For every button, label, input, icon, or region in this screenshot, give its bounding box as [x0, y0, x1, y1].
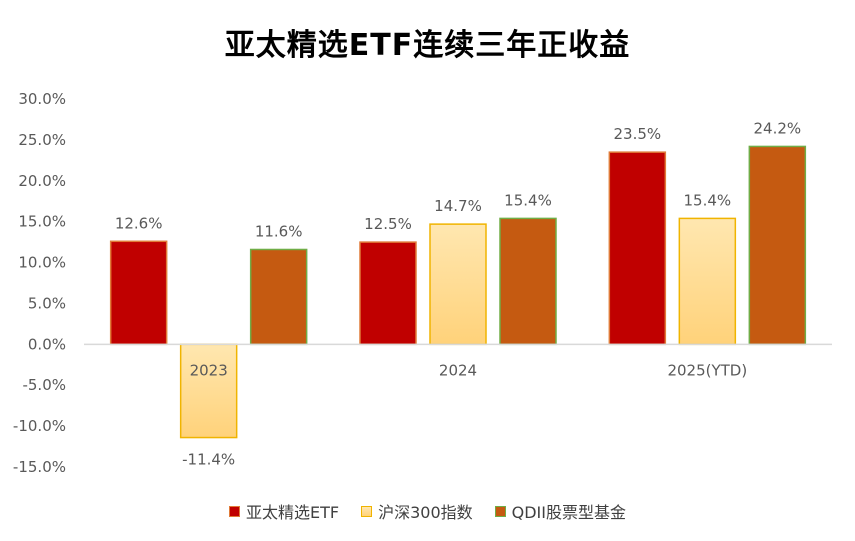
y-tick-label: 0.0%: [28, 335, 66, 353]
data-label-2-1: -11.4%: [182, 451, 235, 469]
y-tick-label: -5.0%: [22, 376, 66, 394]
bar-chart: 30.0% 25.0% 20.0% 15.0% 10.0% 5.0% 0.0% -5.0% -1…: [13, 90, 832, 476]
bar-3-2: [499, 217, 557, 346]
data-label-1-2: 12.5%: [364, 215, 412, 233]
category-label: 2023: [190, 361, 228, 379]
legend-label: QDII股票型基金: [511, 503, 626, 522]
legend-item-1: 亚太精选ETF: [229, 499, 339, 523]
category-label: 2024: [439, 361, 477, 379]
y-tick-label: 30.0%: [18, 90, 66, 108]
y-tick-label: 20.0%: [18, 172, 66, 190]
bar-2-2: [429, 223, 487, 346]
data-label-3-2: 15.4%: [504, 191, 552, 209]
chart-title: 亚太精选ETF连续三年正收益: [224, 28, 631, 63]
bar-3-1: [249, 248, 308, 346]
y-axis: 30.0% 25.0% 20.0% 15.0% 10.0% 5.0% 0.0% -5.0% -1…: [13, 90, 66, 476]
bar-2-3: [678, 217, 737, 346]
legend-item-3: QDII股票型基金: [494, 499, 626, 523]
data-label-2-2: 14.7%: [434, 197, 482, 215]
y-tick-label: -10.0%: [13, 417, 66, 435]
bar-1-2: [359, 241, 417, 346]
data-label-2-3: 15.4%: [684, 191, 732, 209]
legend-swatch: [361, 505, 373, 517]
data-label-1-3: 23.5%: [614, 125, 662, 143]
bar-1-3: [608, 151, 667, 346]
bars: [109, 145, 807, 439]
y-tick-label: 25.0%: [18, 131, 66, 149]
y-tick-label: 5.0%: [28, 294, 66, 312]
legend-label: 沪深300指数: [378, 503, 473, 522]
legend-item-2: 沪深300指数: [361, 499, 473, 523]
y-tick-label: 15.0%: [18, 213, 66, 231]
data-label-3-3: 24.2%: [754, 119, 802, 137]
x-axis: 2023 2024 2025(YTD): [190, 361, 748, 379]
data-label-1-1: 12.6%: [115, 214, 163, 232]
y-tick-label: -15.0%: [13, 458, 66, 476]
legend: 亚太精选ETF 沪深300指数 QDII股票型基金: [0, 499, 855, 523]
bar-3-3: [748, 145, 807, 346]
bar-2-1: [179, 343, 238, 439]
legend-label: 亚太精选ETF: [246, 503, 340, 522]
category-label: 2025(YTD): [667, 361, 747, 379]
data-labels: 12.6% -11.4% 11.6% 12.5% 14.7% 15.4% 23.5% 15.4…: [115, 119, 801, 468]
legend-swatch: [494, 505, 506, 517]
bar-1-1: [109, 240, 168, 346]
y-tick-label: 10.0%: [18, 254, 66, 272]
legend-swatch: [229, 505, 240, 517]
data-label-3-1: 11.6%: [255, 222, 303, 240]
